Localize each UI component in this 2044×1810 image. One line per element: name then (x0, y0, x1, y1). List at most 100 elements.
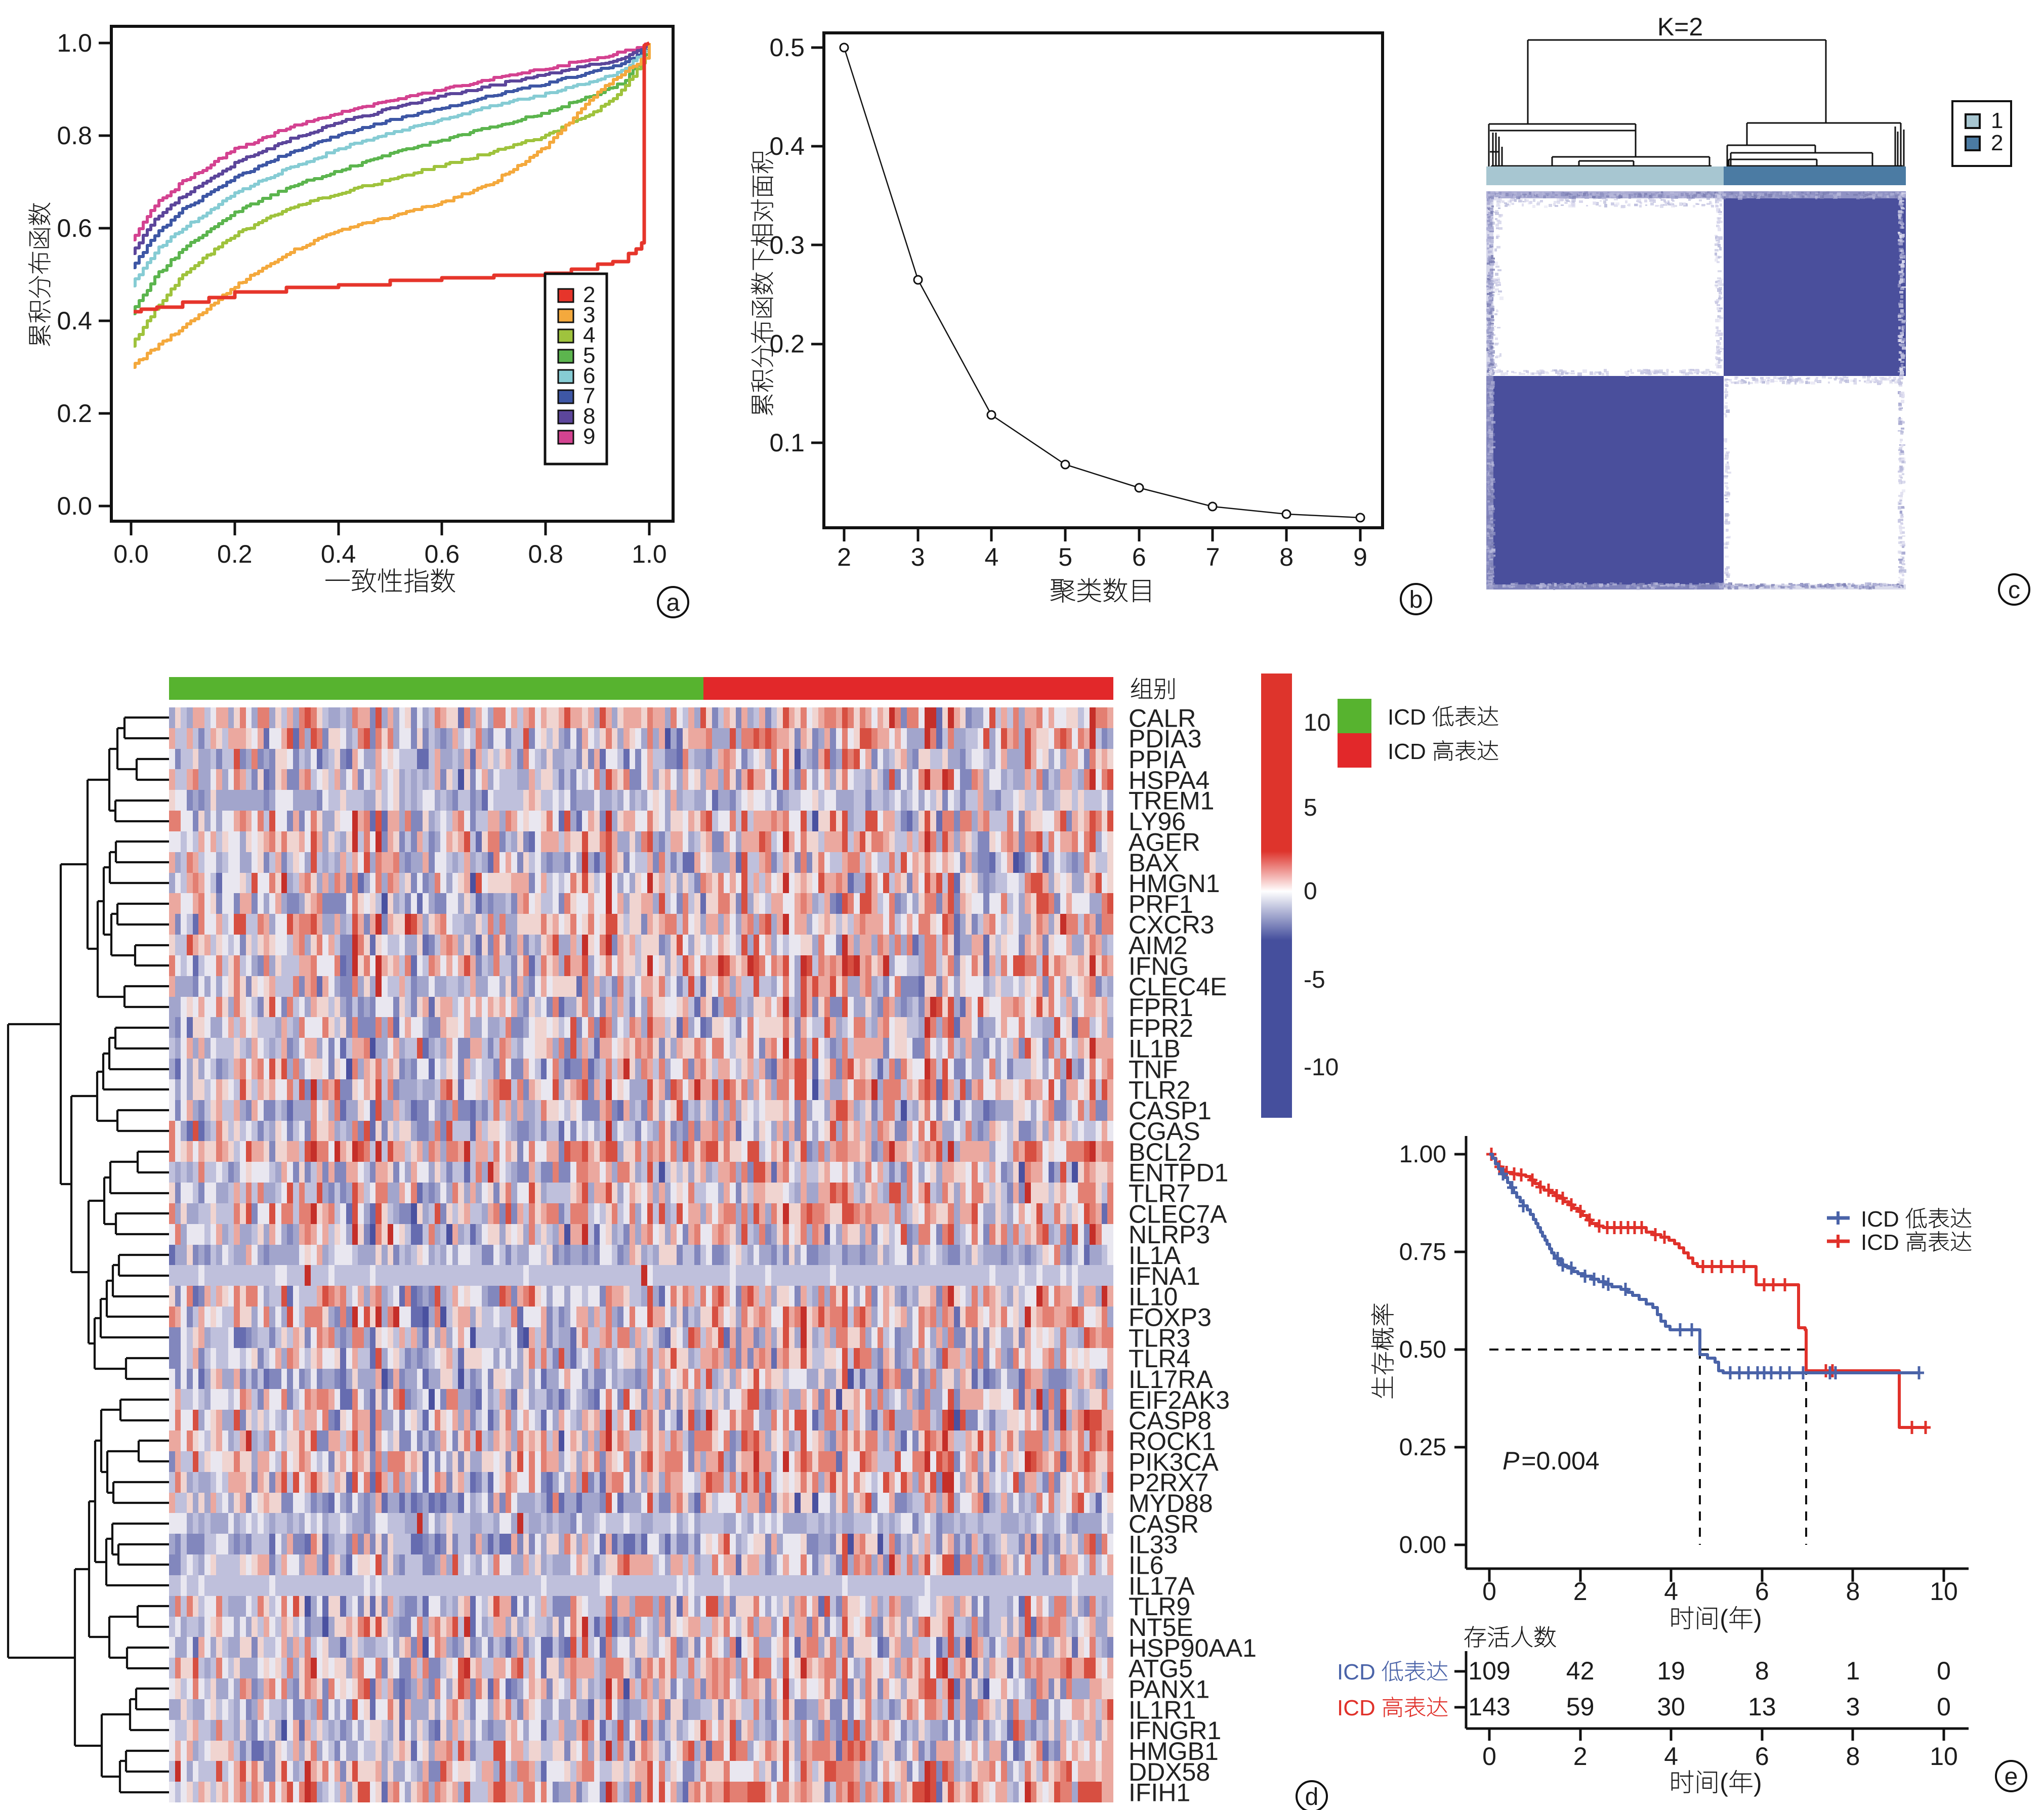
svg-text:NLRP3: NLRP3 (1129, 1220, 1210, 1249)
svg-text:CGAS: CGAS (1129, 1117, 1200, 1146)
svg-text:PIK3CA: PIK3CA (1129, 1448, 1219, 1476)
svg-text:0.25: 0.25 (1399, 1434, 1446, 1461)
svg-text:2: 2 (837, 543, 851, 571)
svg-text:CASP8: CASP8 (1129, 1407, 1212, 1435)
svg-text:5: 5 (583, 343, 595, 368)
svg-text:2: 2 (1573, 1577, 1588, 1606)
svg-text:PANX1: PANX1 (1129, 1675, 1209, 1703)
svg-text:PDIA3: PDIA3 (1129, 725, 1202, 753)
svg-text:PRF1: PRF1 (1129, 890, 1193, 918)
svg-text:42: 42 (1566, 1657, 1595, 1685)
svg-text:109: 109 (1468, 1657, 1510, 1685)
svg-text:8: 8 (1279, 543, 1294, 571)
svg-text:0.2: 0.2 (769, 330, 805, 358)
svg-text:0.75: 0.75 (1399, 1239, 1446, 1266)
svg-text:HSP90AA1: HSP90AA1 (1129, 1634, 1257, 1662)
svg-text:0.00: 0.00 (1399, 1532, 1446, 1559)
svg-text:AIM2: AIM2 (1129, 932, 1188, 960)
svg-text:9: 9 (1353, 543, 1367, 571)
svg-text:8: 8 (1846, 1577, 1860, 1606)
svg-text:CASR: CASR (1129, 1510, 1199, 1538)
svg-text:IFIH1: IFIH1 (1129, 1779, 1190, 1807)
svg-text:0.50: 0.50 (1399, 1336, 1446, 1363)
svg-text:ICD: ICD (1861, 1230, 1899, 1255)
svg-text:0.4: 0.4 (769, 132, 805, 160)
svg-text:CLEC4E: CLEC4E (1129, 973, 1227, 1001)
svg-text:2: 2 (583, 282, 595, 307)
svg-text:TLR2: TLR2 (1129, 1076, 1190, 1104)
svg-text:HSPA4: HSPA4 (1129, 766, 1209, 794)
svg-text:1: 1 (1846, 1657, 1860, 1685)
svg-text:IL10: IL10 (1129, 1283, 1178, 1311)
svg-text:4: 4 (1664, 1742, 1678, 1771)
svg-text:4: 4 (984, 543, 998, 571)
svg-text:0.2: 0.2 (217, 540, 253, 568)
svg-text:IL6: IL6 (1129, 1551, 1164, 1580)
svg-text:LY96: LY96 (1129, 808, 1186, 836)
svg-text:9: 9 (583, 424, 595, 449)
svg-text:6: 6 (1755, 1577, 1769, 1606)
svg-text:ATG5: ATG5 (1129, 1655, 1193, 1683)
svg-text:-5: -5 (1304, 966, 1325, 993)
svg-text:0: 0 (1937, 1693, 1951, 1721)
svg-text:8: 8 (1755, 1657, 1769, 1685)
svg-text:TLR9: TLR9 (1129, 1592, 1190, 1621)
svg-text:TLR7: TLR7 (1129, 1180, 1190, 1208)
svg-text:ENTPD1: ENTPD1 (1129, 1159, 1228, 1187)
svg-text:P2RX7: P2RX7 (1129, 1468, 1208, 1497)
svg-text:IL1A: IL1A (1129, 1241, 1181, 1270)
svg-text:CXCR3: CXCR3 (1129, 911, 1214, 939)
svg-text:0: 0 (1482, 1577, 1496, 1606)
svg-text:IFNG: IFNG (1129, 952, 1189, 980)
svg-text:(: ( (1720, 1605, 1728, 1633)
svg-text:BCL2: BCL2 (1129, 1138, 1192, 1166)
svg-text:3: 3 (911, 543, 925, 571)
svg-text:FOXP3: FOXP3 (1129, 1303, 1212, 1332)
svg-text:1: 1 (1991, 108, 2003, 133)
svg-text:IL17A: IL17A (1129, 1572, 1195, 1600)
svg-text:0.3: 0.3 (769, 231, 805, 259)
svg-text:10: 10 (1304, 709, 1330, 736)
svg-text:HMGB1: HMGB1 (1129, 1737, 1219, 1765)
svg-text:3: 3 (583, 303, 595, 327)
svg-text:b: b (1409, 586, 1423, 613)
svg-text:TLR4: TLR4 (1129, 1344, 1190, 1373)
svg-text:7: 7 (583, 384, 595, 408)
svg-text:IFNGR1: IFNGR1 (1129, 1716, 1221, 1745)
svg-text:NT5E: NT5E (1129, 1613, 1193, 1641)
svg-text:5: 5 (1304, 794, 1317, 821)
svg-text:ROCK1: ROCK1 (1129, 1427, 1216, 1456)
svg-text:e: e (2005, 1763, 2018, 1790)
svg-text:IFNA1: IFNA1 (1129, 1262, 1200, 1290)
svg-text:2: 2 (1573, 1742, 1588, 1771)
svg-text:0.4: 0.4 (57, 307, 92, 335)
svg-text:0.0: 0.0 (113, 540, 149, 568)
svg-text:FPR1: FPR1 (1129, 993, 1193, 1022)
svg-text:0.5: 0.5 (769, 33, 805, 62)
svg-text:0.6: 0.6 (425, 540, 460, 568)
svg-text:13: 13 (1748, 1693, 1776, 1721)
svg-text:0.8: 0.8 (528, 540, 563, 568)
svg-text:1.0: 1.0 (57, 29, 92, 57)
svg-text:AGER: AGER (1129, 828, 1200, 856)
svg-text:CLEC7A: CLEC7A (1129, 1200, 1227, 1228)
svg-text:7: 7 (1206, 543, 1220, 571)
svg-text:IL1R1: IL1R1 (1129, 1696, 1196, 1724)
svg-text:(: ( (1720, 1769, 1728, 1797)
svg-text:0.8: 0.8 (57, 121, 92, 150)
svg-text:0.6: 0.6 (57, 214, 92, 242)
svg-text:0.2: 0.2 (57, 399, 92, 428)
svg-text:8: 8 (1846, 1742, 1860, 1771)
svg-text:=0.004: =0.004 (1521, 1447, 1599, 1475)
svg-text:TNF: TNF (1129, 1056, 1178, 1084)
svg-text:ICD: ICD (1388, 705, 1426, 730)
svg-text:1.00: 1.00 (1399, 1141, 1446, 1168)
svg-text:EIF2AK3: EIF2AK3 (1129, 1386, 1230, 1414)
svg-text:FPR2: FPR2 (1129, 1014, 1193, 1042)
svg-text:K=2: K=2 (1657, 13, 1703, 41)
svg-text:ICD: ICD (1337, 1660, 1375, 1685)
svg-text:DDX58: DDX58 (1129, 1758, 1210, 1786)
svg-text:PPIA: PPIA (1129, 745, 1187, 774)
svg-text:0.0: 0.0 (57, 492, 92, 520)
svg-text:-10: -10 (1304, 1054, 1339, 1081)
